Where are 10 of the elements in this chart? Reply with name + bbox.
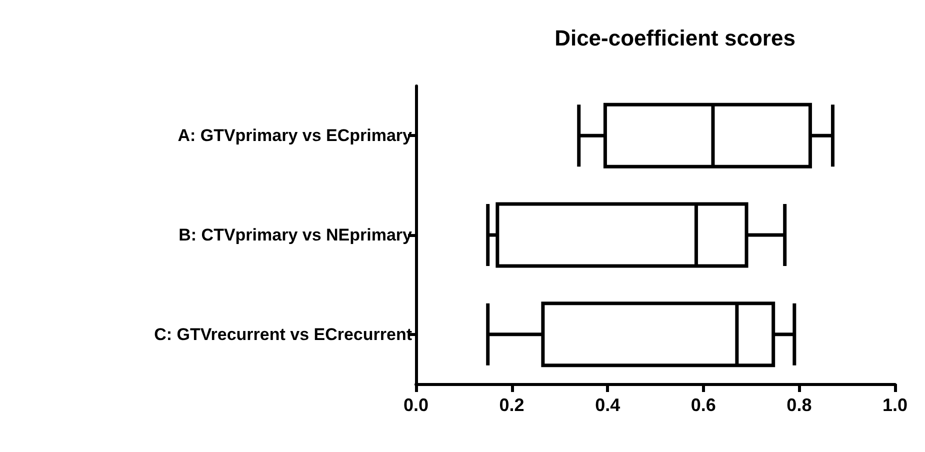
chart-title: Dice-coefficient scores	[554, 26, 796, 50]
x-tick-label: 0.8	[786, 395, 812, 415]
y-tick-label: C: GTVrecurrent vs ECrecurrent	[154, 324, 412, 344]
x-tick-label: 0.6	[690, 395, 716, 415]
x-tick-label: 1.0	[882, 395, 908, 415]
y-tick-label: B: CTVprimary vs NEprimary	[178, 226, 413, 244]
y-tick-label: A: GTVprimary vs ECprimary	[178, 126, 413, 146]
x-tick-label: 0.0	[403, 395, 429, 415]
x-tick-label: 0.2	[499, 395, 524, 415]
x-tick-label: 0.4	[595, 395, 620, 415]
